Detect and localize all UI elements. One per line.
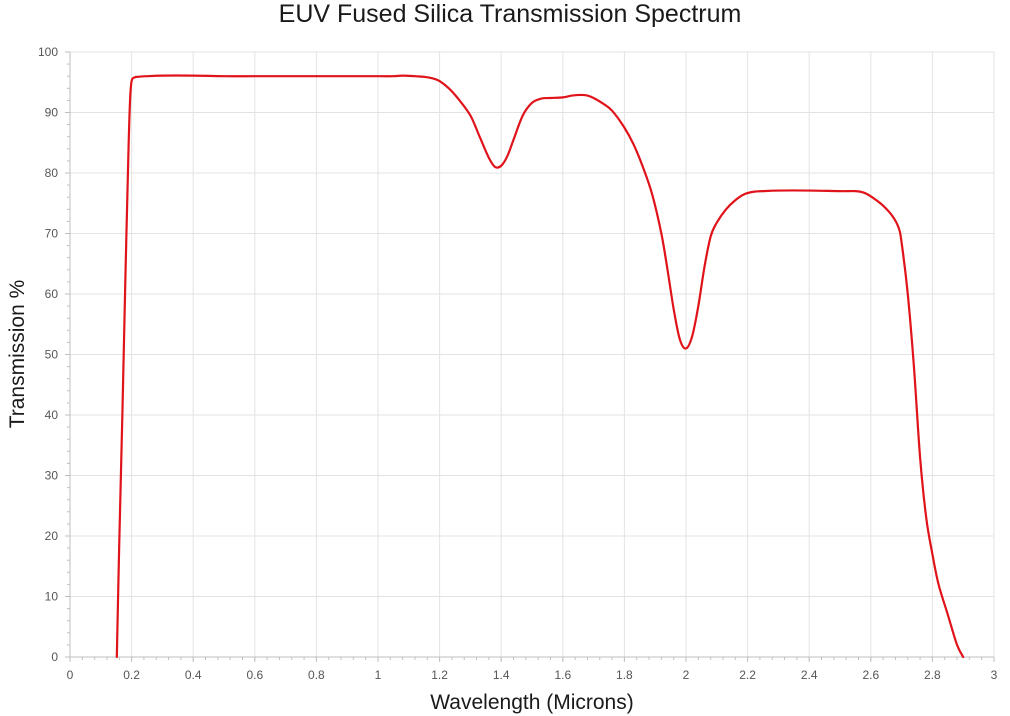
y-tick-label: 100: [38, 45, 58, 59]
x-tick-label: 1.6: [554, 668, 571, 682]
y-tick-label: 0: [51, 650, 58, 664]
x-tick-label: 2.6: [862, 668, 879, 682]
y-tick-label: 20: [45, 529, 59, 543]
y-tick-label: 60: [45, 287, 59, 301]
x-tick-label: 0.2: [123, 668, 140, 682]
x-tick-label: 3: [991, 668, 998, 682]
x-tick-label: 1.4: [493, 668, 510, 682]
series-layer: [115, 74, 965, 659]
x-tick-label: 2.8: [924, 668, 941, 682]
x-tick-label: 1.2: [431, 668, 448, 682]
y-axis-title: Transmission %: [6, 280, 29, 429]
axes: [69, 52, 994, 658]
x-tick-label: 0.8: [308, 668, 325, 682]
y-tick-label: 10: [45, 590, 59, 604]
x-tick-label: 2.2: [739, 668, 756, 682]
y-tick-label: 90: [45, 106, 59, 120]
y-tick-labels: 0 10 20 30 40 50 60 70 80 90 100: [38, 45, 58, 664]
y-tick-label: 70: [45, 227, 59, 241]
x-tick-label: 0.6: [246, 668, 263, 682]
x-tick-label: 2.4: [801, 668, 818, 682]
chart-title: EUV Fused Silica Transmission Spectrum: [279, 0, 742, 28]
y-tick-label: 80: [45, 166, 59, 180]
x-tick-label: 0.4: [185, 668, 202, 682]
x-tick-label: 2: [683, 668, 690, 682]
minor-ticks: [65, 51, 995, 662]
x-axis-title: Wavelength (Microns): [430, 691, 633, 714]
transmission-series-line: [115, 74, 965, 659]
x-tick-label: 1.8: [616, 668, 633, 682]
x-tick-labels: 0 0.2 0.4 0.6 0.8 1 1.2 1.4 1.6 1.8 2 2.2 2.4 2.6 2.8 3: [67, 668, 998, 682]
x-tick-label: 1: [375, 668, 382, 682]
x-tick-label: 0: [67, 668, 74, 682]
grid-lines: [70, 51, 995, 657]
y-tick-label: 40: [45, 408, 59, 422]
y-tick-label: 30: [45, 469, 59, 483]
y-tick-label: 50: [45, 348, 59, 362]
